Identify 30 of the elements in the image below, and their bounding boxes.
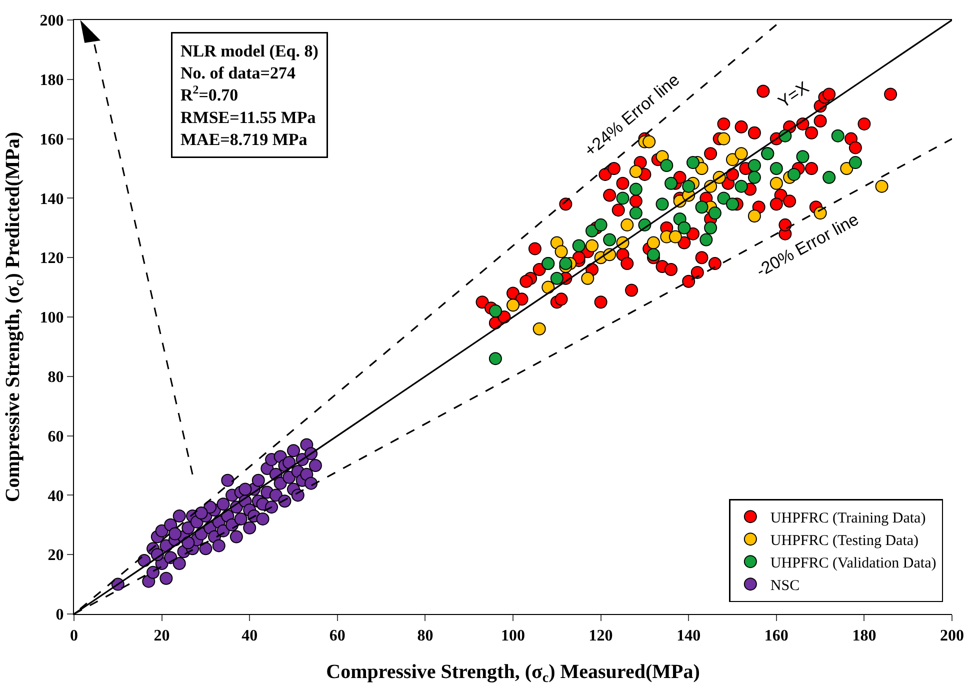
- annotation: NLR model (Eq. 8) No. of data=274 R$^{2}$=0.70 RMSE=11.55 MPa MAE=8.719 MPa: [180, 42, 318, 149]
- x-tick-label: 160: [764, 627, 788, 644]
- y-tick-label: 20: [48, 547, 64, 564]
- y-tick-label: 40: [48, 488, 64, 505]
- annotation: Y=X: [774, 78, 812, 112]
- y-tick-label: 140: [40, 190, 64, 208]
- x-tick-label: 60: [329, 627, 346, 644]
- y-tick-label: 80: [48, 369, 64, 386]
- annotation: -20% Error line: [753, 210, 862, 281]
- y-tick-label: 60: [48, 428, 64, 446]
- legend-label: NSC: [770, 578, 800, 594]
- y-tick-label: 120: [40, 250, 64, 268]
- legend-label: UHPFRC (Validation Data): [770, 555, 936, 572]
- x-tick-label: 0: [70, 627, 78, 644]
- x-tick-label: 80: [417, 627, 434, 644]
- x-tick-label: 20: [154, 627, 170, 644]
- x-tick-label: 200: [940, 627, 964, 644]
- x-tick-label: 40: [242, 627, 258, 644]
- y-tick-label: 160: [40, 131, 64, 148]
- x-tick-label: 100: [501, 627, 525, 644]
- x-tick-label: 120: [588, 627, 613, 644]
- legend-label: UHPFRC (Testing Data): [770, 532, 919, 549]
- y-tick-label: 0: [56, 606, 64, 624]
- legend-label: UHPFRC (Training Data): [770, 510, 926, 526]
- x-axis-title: Compressive Strength, (σ$_{c}$) Measured(MPa): [326, 660, 700, 686]
- x-tick-label: 140: [676, 627, 701, 644]
- y-tick-label: 180: [40, 72, 64, 89]
- x-tick-label: 180: [852, 627, 876, 644]
- y-tick-label: 100: [40, 310, 64, 327]
- y-tick-label: 200: [40, 12, 64, 30]
